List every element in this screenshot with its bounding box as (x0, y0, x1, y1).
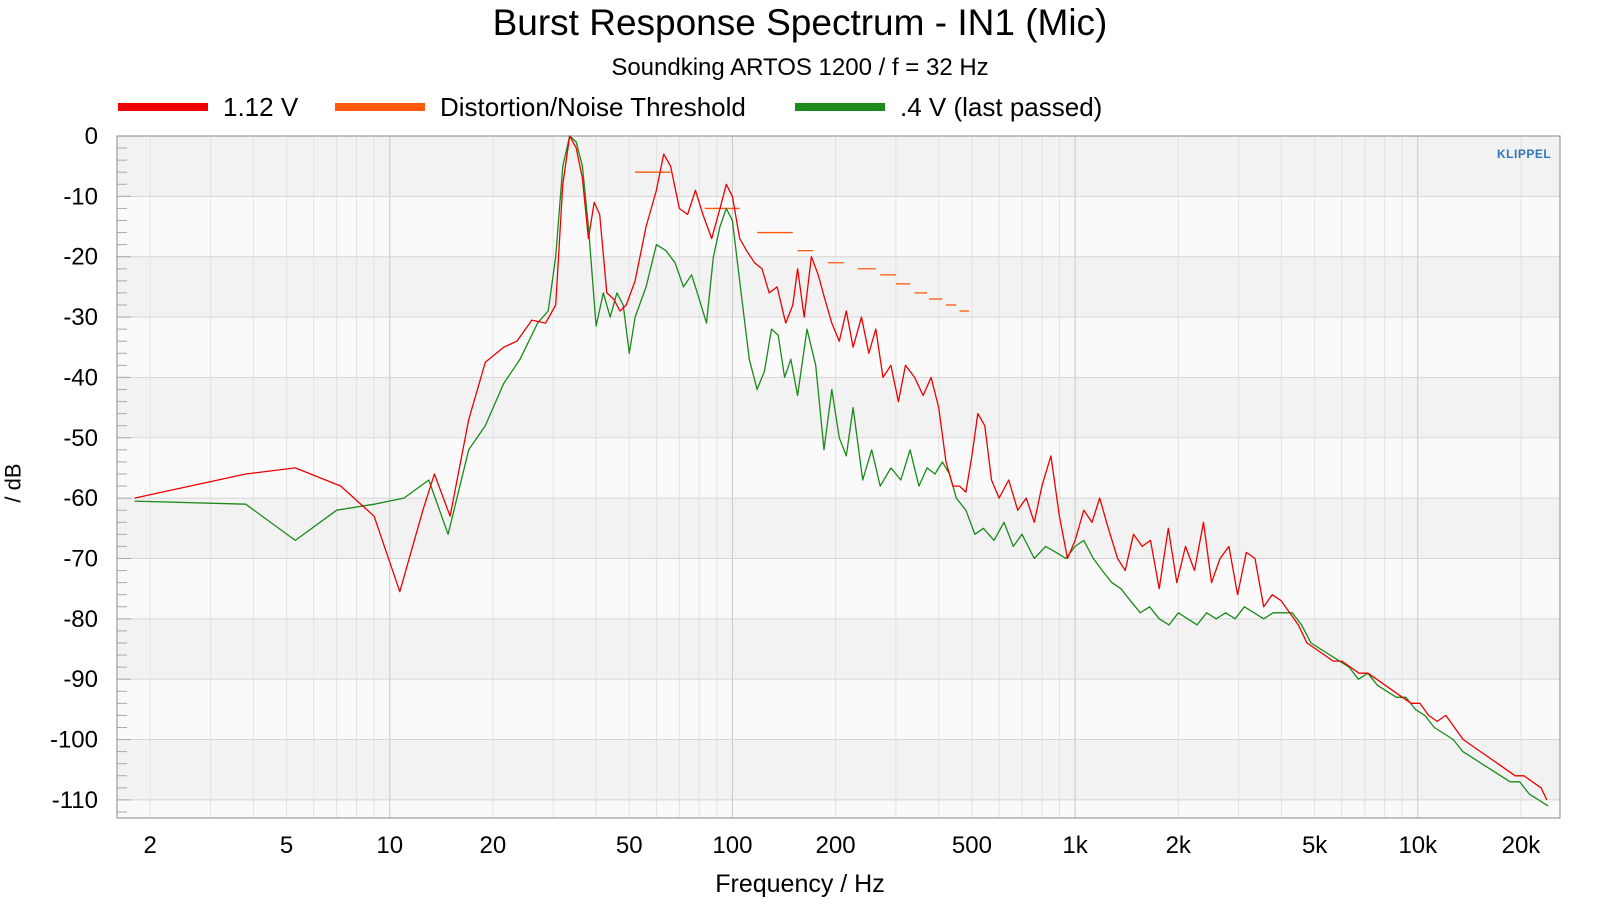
y-axis-label: / dB (0, 463, 26, 503)
x-tick-label: 500 (952, 832, 992, 859)
x-tick-label: 100 (712, 832, 752, 859)
legend-label-series-2: Distortion/Noise Threshold (440, 92, 746, 122)
plot-band (117, 196, 1560, 257)
y-tick-label: -60 (63, 485, 98, 512)
plot-band (117, 799, 1560, 818)
series-line-0-4v (134, 135, 1549, 807)
plot-band (117, 256, 1560, 318)
plot-band (117, 317, 1560, 378)
x-tick-label: 5 (280, 832, 293, 859)
legend-label-series-1: 1.12 V (223, 92, 299, 122)
x-tick-label: 20k (1502, 832, 1542, 859)
chart-title: Burst Response Spectrum - IN1 (Mic) (492, 2, 1108, 43)
plot-band (117, 377, 1560, 438)
y-tick-label: -20 (63, 244, 98, 271)
y-tick-label: 0 (85, 123, 98, 150)
y-tick-label: -100 (50, 727, 98, 754)
x-tick-label: 1k (1062, 832, 1088, 859)
plot-band (117, 739, 1560, 800)
y-tick-label: -70 (63, 545, 98, 572)
plot-band (117, 618, 1560, 680)
chart-subtitle: Soundking ARTOS 1200 / f = 32 Hz (611, 54, 989, 81)
x-axis-label: Frequency / Hz (715, 870, 885, 898)
x-tick-label: 2 (144, 832, 157, 859)
plot-band (117, 498, 1560, 559)
legend-swatch-series-3 (795, 103, 885, 111)
y-tick-label: -90 (63, 666, 98, 693)
x-tick-label: 10 (376, 832, 403, 859)
legend-swatch-series-2 (335, 103, 425, 111)
y-tick-label: -80 (63, 606, 98, 633)
x-tick-label: 200 (816, 832, 856, 859)
x-tick-label: 20 (480, 832, 507, 859)
plot-border (116, 135, 1561, 819)
series-line-1-12v (134, 135, 1548, 801)
x-tick-label: 2k (1166, 832, 1192, 859)
legend-swatch-series-1 (118, 103, 208, 111)
plot-band (117, 136, 1560, 197)
y-tick-label: -30 (63, 304, 98, 331)
plot-band (117, 558, 1560, 619)
plot-band (117, 679, 1560, 740)
y-tick-label: -40 (63, 364, 98, 391)
y-tick-label: -50 (63, 425, 98, 452)
x-tick-label: 10k (1398, 832, 1438, 859)
x-tick-label: 50 (616, 832, 643, 859)
legend-label-series-3: .4 V (last passed) (900, 92, 1103, 122)
y-tick-label: -110 (52, 787, 98, 814)
klippel-logo: KLIPPEL (1497, 147, 1552, 161)
x-tick-label: 5k (1302, 832, 1328, 859)
plot-band (117, 437, 1560, 499)
y-tick-label: -10 (63, 183, 98, 210)
